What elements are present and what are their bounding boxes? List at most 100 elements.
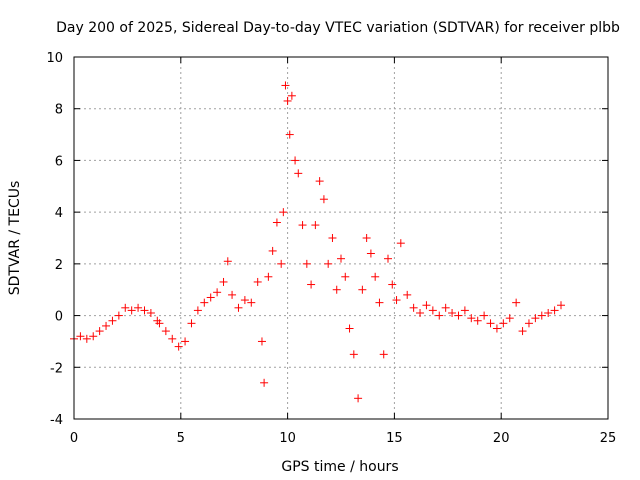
data-point (272, 218, 281, 227)
data-point (441, 303, 450, 312)
data-point (518, 327, 527, 336)
data-point (454, 311, 463, 320)
chart-title: Day 200 of 2025, Sidereal Day-to-day VTE… (56, 20, 620, 36)
data-point (234, 303, 243, 312)
data-point (319, 195, 328, 204)
plot-frame (73, 56, 609, 420)
data-point (383, 254, 392, 263)
x-tick-label: 15 (386, 431, 403, 446)
y-tick-label: 2 (55, 258, 63, 273)
data-point (161, 327, 170, 336)
data-point (291, 156, 300, 165)
data-point (392, 296, 401, 305)
data-point (146, 308, 155, 317)
grid-lines (74, 57, 608, 419)
data-point (524, 319, 533, 328)
y-tick-label: 10 (46, 51, 63, 66)
data-point (366, 249, 375, 258)
data-point (287, 91, 296, 100)
data-point (283, 96, 292, 105)
data-point (550, 306, 559, 315)
y-tick-label: 4 (55, 206, 63, 221)
x-axis-label: GPS time / hours (281, 459, 398, 475)
data-point (307, 280, 316, 289)
data-point (253, 277, 262, 286)
data-point (435, 311, 444, 320)
data-point (349, 350, 358, 359)
data-point (257, 337, 266, 346)
data-point (337, 254, 345, 263)
data-point (279, 208, 288, 217)
data-point (354, 394, 363, 403)
data-point (422, 301, 431, 310)
data-point (228, 290, 237, 299)
data-point (140, 306, 149, 315)
data-point (467, 314, 476, 323)
data-point (95, 327, 104, 336)
data-point (82, 334, 91, 343)
data-point (281, 81, 290, 90)
y-tick-label: 6 (55, 154, 63, 169)
y-axis-label: SDTVAR / TECUs (7, 181, 23, 296)
data-point (102, 321, 111, 330)
data-point (268, 246, 277, 255)
data-point (187, 319, 196, 328)
x-tick-label: 25 (600, 431, 617, 446)
data-point (403, 290, 412, 299)
data-point (298, 221, 307, 230)
data-point (311, 221, 320, 230)
data-point (396, 239, 405, 248)
data-point (544, 308, 553, 317)
data-point (416, 308, 425, 317)
data-point (473, 316, 482, 325)
data-point (448, 308, 457, 317)
data-point (294, 169, 303, 178)
data-point (324, 259, 333, 268)
data-point (260, 378, 269, 387)
y-tick-label: 0 (55, 310, 63, 325)
data-point (76, 332, 85, 341)
data-point (358, 285, 367, 294)
data-point (557, 301, 566, 310)
data-point (505, 314, 514, 323)
data-point (134, 303, 143, 312)
x-axis-ticks: 0 5 10 15 20 25 (70, 57, 616, 446)
x-tick-label: 20 (493, 431, 510, 446)
data-point (375, 298, 384, 307)
data-point (512, 298, 521, 307)
data-point (174, 342, 183, 351)
data-point (114, 311, 123, 320)
data-point (362, 234, 371, 242)
data-point (181, 337, 190, 346)
data-point (108, 316, 117, 325)
data-point (240, 296, 249, 305)
data-point (345, 324, 354, 333)
data-point (193, 306, 202, 315)
data-point (121, 303, 130, 312)
data-point (127, 306, 136, 315)
y-tick-label: -2 (50, 361, 63, 376)
data-series-sdtvar (70, 81, 566, 403)
data-point (200, 298, 209, 307)
data-point (480, 311, 489, 320)
data-point (285, 130, 294, 139)
data-point (219, 277, 228, 286)
x-tick-label: 0 (70, 431, 78, 446)
data-point (537, 311, 546, 320)
data-point (379, 350, 388, 359)
data-point (247, 298, 256, 307)
data-point (315, 177, 324, 186)
data-point (264, 272, 273, 281)
y-tick-label: -4 (50, 413, 63, 428)
data-point (460, 306, 469, 315)
data-point (213, 288, 222, 297)
data-point (486, 319, 495, 328)
data-point (277, 259, 286, 268)
data-point (531, 314, 540, 323)
data-point (302, 259, 311, 268)
y-tick-label: 8 (55, 103, 63, 118)
data-point (341, 272, 350, 281)
data-point (409, 303, 418, 312)
